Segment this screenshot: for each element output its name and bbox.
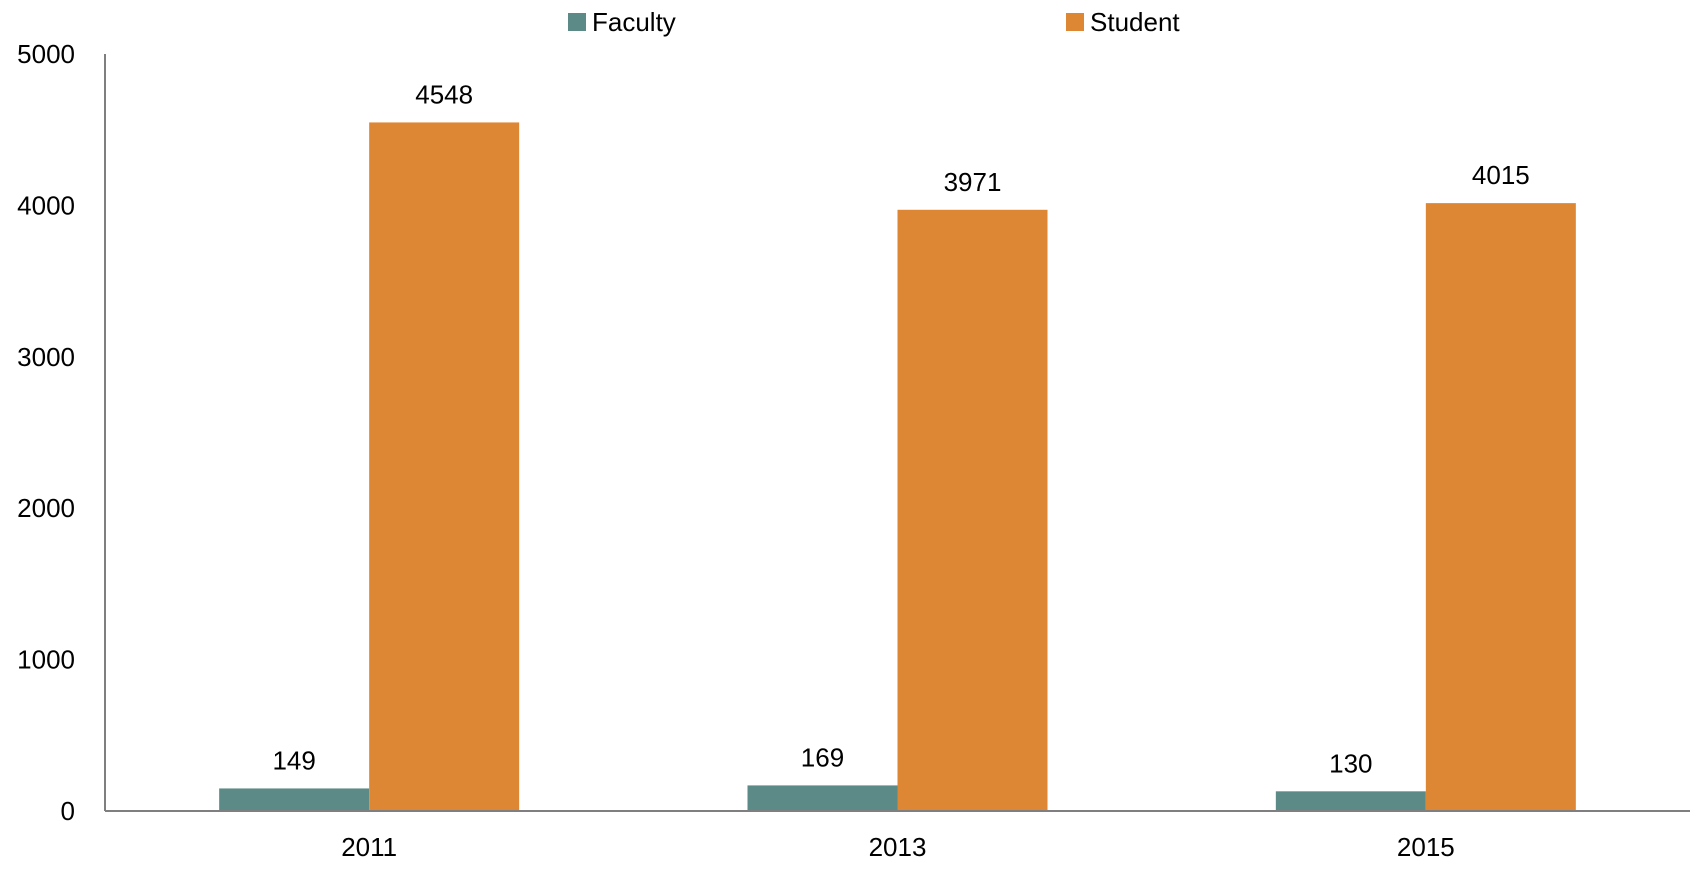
x-tick-label: 2013 [869,832,927,862]
data-label: 130 [1329,748,1372,778]
y-tick-label: 1000 [17,645,75,675]
x-axis-ticks: 2011 2013 2015 [341,832,1455,862]
y-tick-label: 2000 [17,493,75,523]
data-label: 4015 [1472,160,1530,190]
bar-faculty-2013 [747,785,898,811]
bar-student-2011 [369,122,520,811]
y-tick-label: 5000 [17,39,75,69]
bar-student-2013 [897,209,1048,812]
data-label: 149 [272,745,315,775]
legend: Faculty Student [568,7,1180,37]
x-tick-label: 2015 [1397,832,1455,862]
bar-student-2015 [1425,203,1576,811]
legend-swatch-student [1066,13,1084,31]
legend-swatch-faculty [568,13,586,31]
y-tick-label: 0 [61,796,75,826]
legend-label-student: Student [1090,7,1180,37]
y-tick-label: 4000 [17,190,75,220]
legend-label-faculty: Faculty [592,7,676,37]
data-label: 169 [801,742,844,772]
bar-faculty-2015 [1275,791,1426,811]
data-labels: 149 4548 169 3971 130 4015 [272,79,1529,778]
x-tick-label: 2011 [341,832,397,862]
data-label: 3971 [944,167,1002,197]
bars [219,122,1576,812]
bar-faculty-2011 [219,788,370,811]
y-axis-ticks: 0 1000 2000 3000 4000 5000 [17,39,75,826]
y-tick-label: 3000 [17,342,75,372]
data-label: 4548 [415,79,473,109]
